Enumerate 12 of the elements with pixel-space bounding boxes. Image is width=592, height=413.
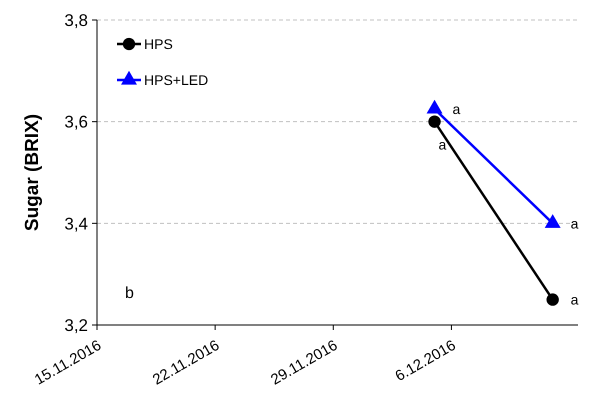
annotation: a bbox=[570, 215, 579, 232]
y-axis-title: Sugar (BRIX) bbox=[22, 114, 43, 232]
legend-label: HPS bbox=[144, 36, 173, 52]
y-tick-label: 3,4 bbox=[64, 214, 88, 234]
y-tick-label: 3,6 bbox=[64, 112, 88, 132]
legend-label: HPS+LED bbox=[144, 72, 208, 88]
y-tick-label: 3,2 bbox=[64, 316, 88, 335]
annotation: a bbox=[570, 292, 579, 308]
y-tick-label: 3,8 bbox=[64, 10, 88, 30]
annotation: a bbox=[452, 100, 461, 117]
annotation: a bbox=[438, 136, 447, 153]
annotation: b bbox=[125, 285, 134, 302]
